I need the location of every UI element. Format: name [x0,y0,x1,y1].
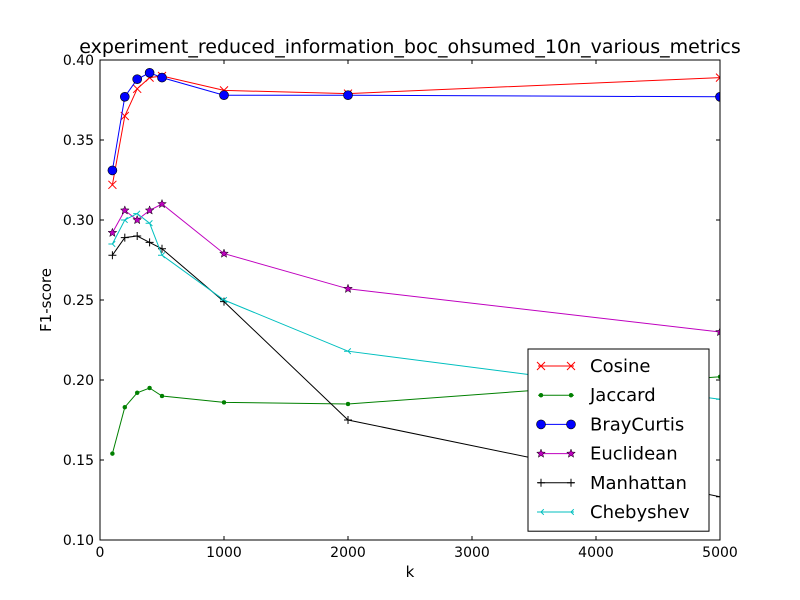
legend-marker [567,478,575,487]
series-layer [107,68,720,501]
data-point-braycurtis [219,90,229,100]
data-point-braycurtis [715,92,720,102]
series-chebyshev [108,210,720,400]
data-point-euclidean [144,205,155,215]
legend-label: Cosine [590,356,650,377]
x-axis: 0 1000 2000 3000 4000 5000 [96,60,738,561]
data-point-manhattan [344,416,352,424]
chart-title: experiment_reduced_information_boc_ohsum… [79,36,741,58]
data-point-chebyshev [120,216,128,224]
data-point-jaccard [159,393,165,399]
data-point-euclidean [107,227,118,238]
data-point-euclidean [119,205,130,215]
data-point-euclidean [343,283,353,294]
data-point-euclidean [219,248,229,258]
data-point-euclidean [157,198,167,209]
data-point-cosine [132,84,142,94]
series-line-jaccard [111,376,720,454]
data-point-euclidean [132,214,143,225]
data-point-braycurtis [157,72,167,83]
legend-label: Euclidean [590,444,678,465]
y-tick-label: 0.40 [63,53,94,69]
y-tick-label: 0.30 [63,213,94,229]
data-point-braycurtis [343,90,353,100]
data-point-manhattan [133,232,142,240]
y-tick-label: 0.10 [63,533,94,549]
legend-marker [566,419,576,430]
y-tick-label: 0.25 [63,293,94,309]
legend-label: Chebyshev [590,502,690,523]
legend-label: Manhattan [590,473,687,494]
legend-marker [536,448,546,458]
y-axis-label: F1-score [37,268,55,332]
y-tick-label: 0.20 [63,373,94,389]
data-point-jaccard [134,390,140,396]
data-point-chebyshev [716,398,720,400]
legend-marker [567,508,575,516]
legend-marker [537,478,545,487]
legend-entry-jaccard: Jaccard [538,385,656,406]
legend-label: BrayCurtis [590,414,684,435]
series-line-cosine [111,75,720,185]
legend-entry-euclidean: Euclidean [536,444,678,465]
legend-marker [536,361,546,371]
data-point-jaccard [221,400,227,405]
series-manhattan [108,232,720,501]
legend-entry-manhattan: Manhattan [537,473,687,494]
data-point-jaccard [110,451,115,456]
x-tick-label: 5000 [702,545,738,561]
y-tick-label: 0.15 [63,453,94,469]
y-axis: 0.10 0.15 0.20 0.25 0.30 0.35 0.40 [63,53,720,549]
data-point-jaccard [345,401,351,407]
data-point-chebyshev [145,220,153,227]
data-point-manhattan [108,251,117,260]
series-euclidean [107,198,720,337]
legend-entry-cosine: Cosine [536,356,650,377]
series-line-chebyshev [111,213,720,400]
data-point-braycurtis [132,74,142,84]
legend-entry-braycurtis: BrayCurtis [536,414,684,435]
data-point-braycurtis [120,92,130,102]
legend-marker [538,392,544,398]
y-tick-label: 0.35 [63,133,94,149]
legend: Cosine Jaccard BrayCurtis Euclidean Manhatta… [527,348,710,532]
data-point-manhattan [120,233,129,242]
x-tick-label: 4000 [578,545,614,561]
legend-entry-chebyshev: Chebyshev [537,502,690,523]
data-point-chebyshev [344,348,352,355]
legend-marker [536,419,546,430]
x-tick-label: 0 [96,545,105,561]
x-tick-label: 3000 [454,545,490,561]
data-point-manhattan [716,492,720,501]
data-point-chebyshev [158,252,166,259]
legend-label: Jaccard [589,385,656,406]
legend-marker [566,448,576,458]
data-point-chebyshev [133,210,141,217]
data-point-cosine [108,180,117,190]
data-point-chebyshev [108,240,116,248]
data-point-braycurtis [144,68,155,78]
x-tick-label: 1000 [206,545,242,561]
legend-marker [566,361,576,371]
data-point-chebyshev [220,296,228,304]
data-point-euclidean [715,326,720,337]
x-axis-label: k [406,563,415,581]
data-point-jaccard [122,404,128,410]
data-point-cosine [715,73,720,82]
series-braycurtis [107,68,720,176]
x-tick-label: 2000 [330,545,366,561]
data-point-jaccard [147,385,152,391]
legend-marker [537,508,545,516]
data-point-braycurtis [107,165,118,176]
legend-box [527,348,710,532]
data-point-manhattan [145,238,154,247]
legend-marker [568,392,574,398]
series-jaccard [110,374,720,456]
